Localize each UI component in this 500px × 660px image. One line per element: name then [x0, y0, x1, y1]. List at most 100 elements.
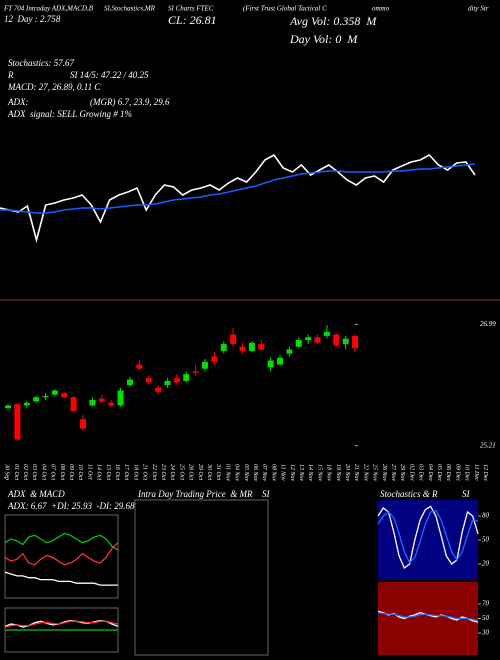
x-tick-label: 06 Dec — [445, 464, 451, 481]
x-tick-label: 08 Nov — [270, 464, 276, 482]
x-tick-label: 30 Oct — [206, 463, 212, 480]
annotation: SI 14/5: 47.22 / 40.25 — [70, 70, 149, 80]
panel-background — [378, 500, 478, 580]
x-tick-label: 09 Dec — [454, 464, 460, 481]
series-line — [4, 542, 119, 566]
annotation: R — [7, 70, 14, 80]
candle-body — [155, 387, 162, 392]
x-tick-label: 03 Dec — [418, 464, 424, 481]
y-tick-label: 30 — [481, 629, 490, 637]
y-tick-label: 20 — [482, 560, 490, 568]
series-line — [0, 163, 476, 214]
x-tick-label: 05 Dec — [436, 464, 442, 481]
x-tick-label: 06 Nov — [252, 464, 258, 482]
x-tick-label: 18 Oct — [132, 464, 138, 480]
y-tick-label: 80 — [482, 512, 490, 520]
annotation: ADX signal: SELL Growing # 1% — [7, 109, 132, 119]
y-tick-label: 25.21 — [480, 441, 496, 449]
annotation: Stochastics: 57.67 — [8, 58, 74, 68]
x-tick-label: 29 Nov — [399, 464, 405, 482]
annotation: SI Charts FTEC — [168, 5, 214, 13]
candle-body — [220, 344, 227, 351]
annotation: SI,Stochastics,MR — [104, 5, 156, 13]
candle-body — [80, 419, 87, 429]
x-tick-label: 27 Nov — [390, 464, 396, 482]
candle-body — [117, 390, 124, 406]
x-tick-label: 14 Oct — [96, 464, 103, 480]
candle-body — [108, 402, 115, 406]
x-tick-label: 01 Oct — [13, 464, 19, 480]
series-line — [377, 612, 479, 622]
panel-title: Stochastics & R — [380, 489, 438, 499]
candle-body — [98, 398, 105, 402]
candle-body — [89, 400, 96, 406]
x-tick-label: 09 Oct — [68, 464, 74, 480]
candle-body — [42, 395, 49, 398]
candle-body — [126, 379, 133, 385]
annotation: (First Trust Global Tactical C — [243, 5, 327, 13]
candle-body — [230, 334, 237, 345]
candle-body — [192, 371, 199, 373]
x-tick-label: 18 Nov — [326, 464, 332, 482]
x-tick-label: 22 Oct — [151, 464, 157, 480]
annotation: MACD: 27, 26.89, 0.11 C — [7, 82, 101, 92]
series-line — [4, 571, 118, 586]
x-tick-label: 31 Oct — [215, 463, 221, 480]
candle-body — [183, 374, 190, 381]
annotation: dity Str — [468, 5, 489, 13]
x-tick-label: 01 Nov — [224, 464, 230, 482]
candle-body — [164, 380, 171, 385]
candle-body — [352, 335, 359, 349]
panel-title: SI — [262, 489, 271, 499]
candle-body — [136, 364, 143, 369]
candle-body — [14, 404, 21, 440]
candle-body — [51, 390, 58, 395]
annotation: ADX: 6.67 +DI: 25.93 -DI: 29.68 — [7, 501, 135, 511]
y-tick-label: 50 — [482, 536, 490, 544]
x-tick-label: 22 Nov — [362, 464, 368, 482]
y-tick-label: 26.99 — [480, 320, 496, 328]
x-tick-label: 21 Nov — [353, 464, 359, 482]
annotation: ADX: — [7, 97, 29, 107]
annotation: Day Vol: 0 M — [289, 32, 358, 46]
x-tick-label: 29 Oct — [197, 464, 203, 480]
panel-title: ADX & MACD — [7, 489, 65, 499]
x-tick-label: 11 Nov — [280, 464, 286, 481]
candle-body — [239, 346, 246, 351]
candle-body — [277, 357, 284, 365]
candle-body — [295, 340, 302, 347]
x-tick-label: 08 Oct — [59, 464, 65, 480]
x-tick-label: 20 Nov — [344, 464, 350, 482]
candle-body — [323, 331, 330, 336]
x-tick-label: 12 Dec — [482, 464, 488, 481]
x-tick-label: 17 Oct — [123, 464, 129, 480]
annotation: (MGR) 6.7, 23.9, 29.6 — [90, 97, 170, 107]
x-tick-label: 14 Nov — [307, 464, 314, 482]
x-tick-label: 11 Oct — [86, 464, 92, 480]
y-tick-label: 70 — [482, 600, 490, 608]
x-tick-label: 07 Nov — [261, 464, 267, 482]
x-tick-label: 15 Nov — [316, 464, 322, 482]
candle-body — [342, 338, 349, 345]
candle-body — [70, 397, 77, 411]
x-tick-label: 07 Oct — [50, 464, 56, 480]
x-tick-label: 10 Oct — [77, 464, 83, 480]
annotation: FT 704 Intraday ADX,MACD,B — [3, 5, 94, 13]
candle-body — [314, 337, 321, 343]
y-tick-label: 50 — [482, 614, 490, 622]
candle-body — [248, 342, 255, 351]
x-tick-label: 04 Dec — [427, 464, 434, 481]
x-tick-label: 28 Oct — [188, 464, 194, 480]
x-tick-label: 21 Oct — [142, 464, 148, 480]
x-tick-label: 03 Oct — [31, 464, 37, 480]
x-tick-label: 10 Dec — [464, 464, 470, 481]
x-tick-label: 05 Nov — [243, 464, 249, 482]
candle-body — [333, 334, 340, 346]
x-tick-label: 02 Oct — [22, 464, 28, 480]
candle-body — [305, 337, 312, 340]
x-tick-label: 30 Sep — [4, 463, 10, 480]
candle-body — [211, 356, 218, 362]
annotation: CL: 26.81 — [168, 13, 217, 27]
candle-body — [33, 397, 40, 402]
